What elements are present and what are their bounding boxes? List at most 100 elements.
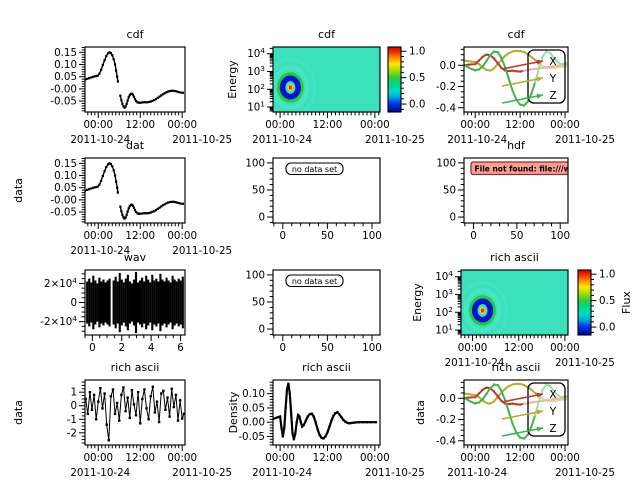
data-marker (116, 80, 119, 83)
data-marker (515, 70, 518, 73)
data-marker (560, 397, 563, 400)
r2c3-plot-area[interactable]: File not found: file:///w (470, 161, 601, 176)
data-marker (545, 383, 548, 386)
data-marker (140, 101, 144, 104)
panel-r3c2[interactable]: no data set 0 50 100 100 50 0 (245, 269, 381, 354)
data-marker (127, 96, 130, 99)
data-marker (477, 63, 480, 66)
data-marker (560, 396, 563, 399)
data-marker (284, 406, 287, 410)
spectrogram-blob-ring (277, 72, 304, 103)
data-marker (161, 93, 165, 96)
data-marker (157, 420, 161, 424)
y-tick-label: 0 (70, 400, 77, 412)
data-marker (492, 383, 495, 386)
legend-arrow (501, 94, 544, 104)
panel-r4c2[interactable]: 00:00 12:00 00:00 2011-10-24 2011-10-25 0.10 0… (227, 361, 425, 479)
y-tick-label: -2×104 (40, 314, 77, 328)
data-marker (128, 94, 131, 97)
time-tick-label: 00:00 (265, 452, 295, 464)
panel-r3c1[interactable]: 0 2 4 6 2×104 0 -2×104 wav (40, 251, 186, 354)
data-marker (112, 58, 115, 61)
data-marker (144, 101, 147, 104)
data-marker (565, 63, 568, 66)
data-marker (142, 212, 145, 215)
r4c2-plot-area[interactable] (263, 382, 378, 441)
data-marker (496, 50, 499, 53)
time-tick-label: 12:00 (125, 452, 155, 464)
data-marker (96, 74, 99, 77)
y-tick-label: -0.05 (50, 96, 77, 108)
r2c1-plot-area[interactable] (84, 162, 185, 220)
panel-r1c2[interactable]: 00:00 12:00 00:00 2011-10-24 2011-10-25 104 10… (226, 28, 425, 146)
data-marker (519, 436, 522, 439)
data-marker (298, 415, 301, 418)
panel-r1c3[interactable]: 00:00 12:00 00:00 2011-10-24 2011-10-25 0.0 -0… (436, 28, 615, 146)
data-marker (134, 99, 138, 103)
r4c1-series-data (85, 386, 185, 441)
data-marker (522, 69, 525, 72)
data-marker (374, 421, 378, 424)
data-marker (470, 60, 473, 63)
data-marker (109, 395, 113, 398)
data-marker (552, 65, 555, 68)
data-marker (149, 395, 152, 398)
legend-box[interactable] (527, 382, 566, 437)
panel-r2c2[interactable]: no data set 0 50 100 100 50 0 (245, 157, 381, 242)
data-marker (88, 77, 91, 80)
data-marker (168, 89, 172, 93)
data-marker (541, 399, 544, 402)
y-tick-label: 50 (443, 184, 456, 196)
panel-r2c3[interactable]: File not found: file:///w 0 50 100 100 50 0 hdf (436, 139, 601, 242)
data-marker (126, 99, 129, 102)
colorbar[interactable] (578, 270, 591, 335)
legend-box[interactable] (527, 49, 566, 104)
data-marker (103, 392, 106, 395)
data-marker (477, 59, 480, 62)
colorbar-tick-label: 1.0 (409, 46, 425, 58)
error-box (470, 161, 568, 176)
data-marker (153, 209, 156, 213)
time-tick-label: 00:00 (265, 119, 295, 131)
panel-title: wav (124, 251, 147, 264)
y-tick-label: 101 (435, 323, 453, 337)
data-marker (137, 212, 140, 215)
panel-r4c1[interactable]: 00:00 12:00 00:00 2011-10-24 2011-10-25 10 -1-… (12, 361, 232, 479)
data-marker (288, 392, 291, 395)
x-tick-label: 4 (148, 342, 155, 354)
r1c3-plot-area[interactable] (459, 49, 568, 107)
x-tick-label: 0 (280, 342, 287, 354)
r4c2-frame (272, 379, 381, 446)
data-marker (92, 393, 96, 397)
r3c3-plot-area[interactable] (459, 270, 568, 338)
panel-title: hdf (507, 139, 526, 152)
data-marker (515, 49, 518, 52)
colorbar[interactable] (388, 47, 401, 112)
panel-r3c3[interactable]: 00:00 12:00 00:00 2011-10-24 2011-10-25 104 10… (411, 251, 633, 369)
data-marker (132, 403, 136, 406)
data-marker (136, 212, 139, 215)
data-marker (565, 65, 568, 68)
panel-r4c3[interactable]: 00:00 12:00 00:00 2011-10-24 2011-10-25 0.0 -0… (414, 361, 615, 479)
data-marker (328, 425, 331, 428)
data-marker (302, 423, 305, 427)
r4c1-plot-area[interactable] (84, 385, 185, 442)
data-marker (120, 393, 123, 397)
r4c2-series-Density (273, 383, 377, 440)
data-marker (537, 67, 540, 70)
legend-arrowhead (536, 76, 543, 82)
data-marker (552, 56, 555, 59)
data-marker (330, 419, 333, 422)
data-marker (101, 63, 104, 67)
r1c2-plot-area[interactable] (266, 47, 380, 115)
data-marker (133, 97, 137, 101)
y-tick-label: 0.15 (54, 47, 77, 59)
r1c1-plot-area[interactable] (84, 51, 185, 109)
r1c2-frame (272, 46, 381, 113)
r3c1-plot-area[interactable] (86, 271, 184, 334)
data-marker (485, 60, 488, 63)
data-marker (153, 98, 156, 102)
data-marker (565, 395, 568, 398)
